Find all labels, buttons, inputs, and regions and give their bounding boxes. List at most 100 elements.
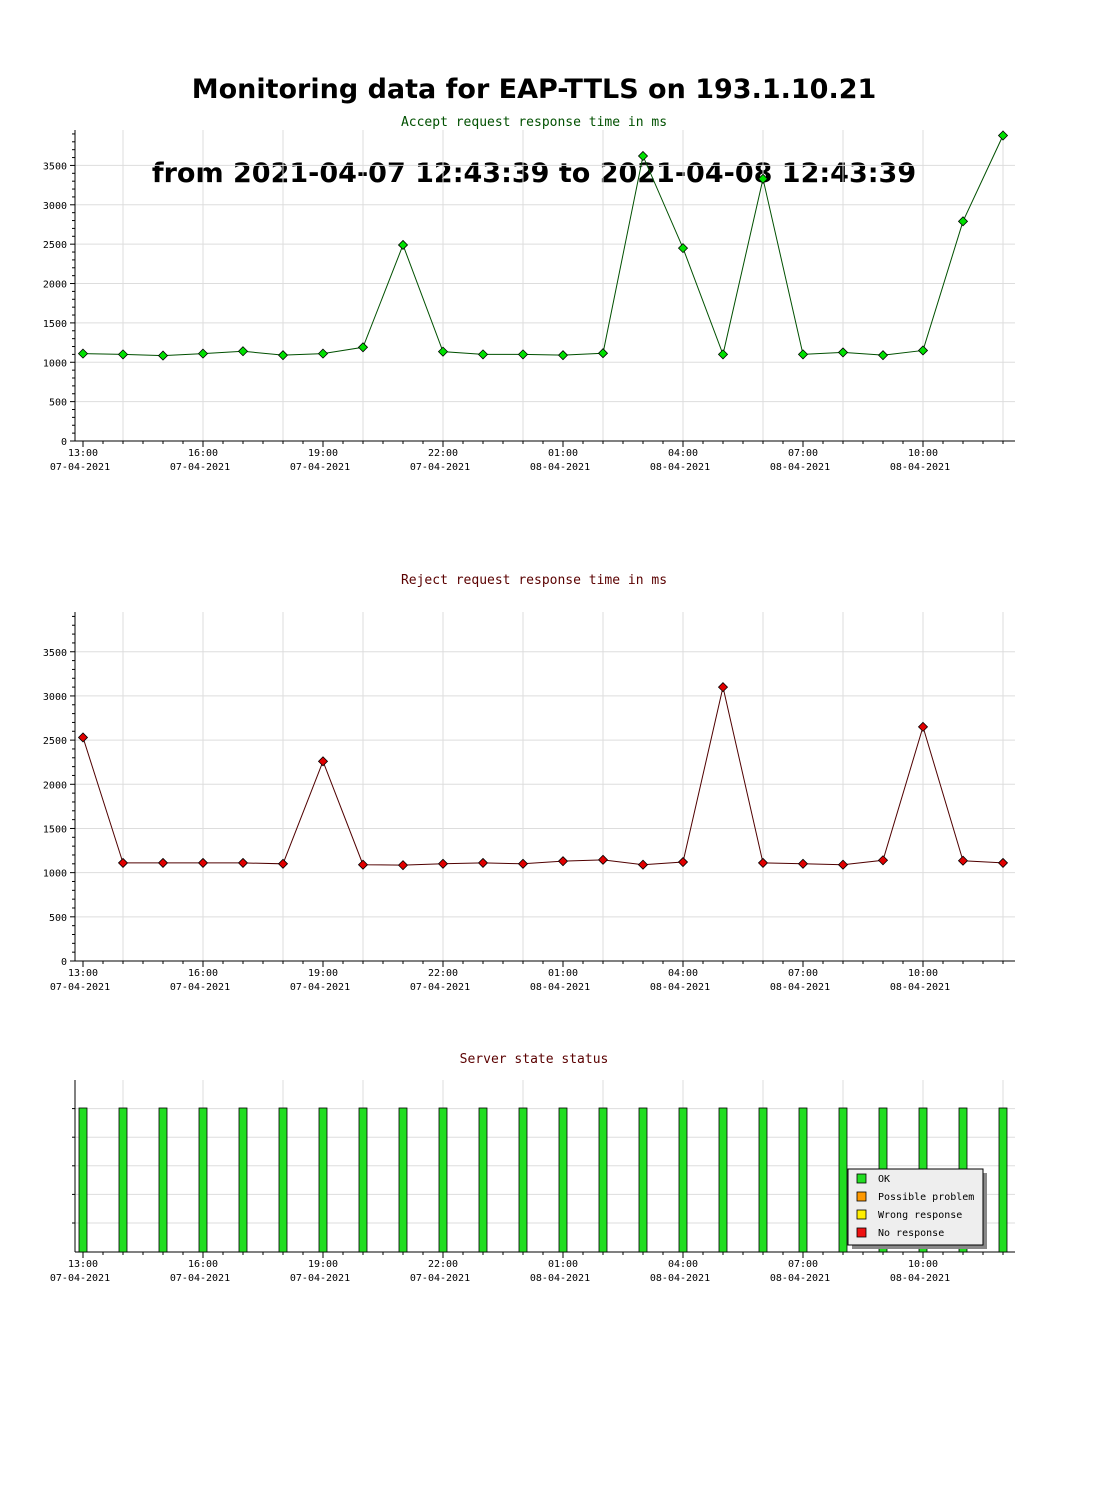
x-tick-time: 01:00 bbox=[548, 1259, 578, 1270]
data-point bbox=[157, 857, 169, 868]
status-bar bbox=[718, 1107, 728, 1253]
page-title: Monitoring data for EAP-TTLS on 193.1.10… bbox=[0, 20, 1068, 216]
data-point bbox=[597, 854, 609, 865]
x-tick-time: 13:00 bbox=[68, 1259, 98, 1270]
x-tick-time: 22:00 bbox=[428, 968, 458, 979]
title-line-1: Monitoring data for EAP-TTLS on 193.1.10… bbox=[191, 74, 877, 105]
x-tick-date: 07-04-2021 bbox=[50, 1273, 110, 1284]
y-tick-label: 500 bbox=[49, 398, 67, 409]
data-point bbox=[477, 349, 489, 360]
data-point bbox=[717, 349, 729, 360]
legend-swatch bbox=[856, 1191, 867, 1202]
x-tick-date: 07-04-2021 bbox=[290, 982, 350, 993]
data-point bbox=[597, 348, 609, 359]
chart-title: Server state status bbox=[460, 1052, 609, 1067]
y-tick-label: 3000 bbox=[43, 201, 67, 212]
series-line bbox=[82, 686, 1004, 866]
status-bar bbox=[158, 1107, 168, 1253]
y-tick-label: 2000 bbox=[43, 780, 67, 791]
data-point bbox=[637, 859, 649, 870]
x-tick-date: 07-04-2021 bbox=[170, 462, 230, 473]
data-point bbox=[117, 857, 129, 868]
series-line bbox=[82, 135, 1004, 357]
x-tick-date: 08-04-2021 bbox=[890, 982, 950, 993]
data-point bbox=[277, 858, 289, 869]
x-tick-time: 07:00 bbox=[788, 448, 818, 459]
data-point bbox=[917, 721, 929, 732]
data-point bbox=[957, 855, 969, 866]
x-tick-date: 07-04-2021 bbox=[410, 982, 470, 993]
status-bar bbox=[758, 1107, 768, 1253]
status-bar bbox=[798, 1107, 808, 1253]
server-state-chart: Server state status 13:00 07-04-2021 16:00 0… bbox=[50, 1052, 1015, 1284]
x-tick-time: 07:00 bbox=[788, 1259, 818, 1270]
x-tick-date: 08-04-2021 bbox=[530, 1273, 590, 1284]
y-tick-label: 3500 bbox=[43, 161, 67, 172]
data-point bbox=[957, 216, 969, 227]
legend-label: Wrong response bbox=[878, 1210, 962, 1221]
data-point bbox=[997, 857, 1009, 868]
data-point bbox=[557, 350, 569, 361]
data-point bbox=[837, 859, 849, 870]
status-bar bbox=[478, 1107, 488, 1253]
x-tick-date: 07-04-2021 bbox=[50, 982, 110, 993]
data-point bbox=[157, 350, 169, 361]
status-bar bbox=[198, 1107, 208, 1253]
data-point bbox=[397, 239, 409, 251]
accept-response-chart: Accept request response time in ms 0 500 10… bbox=[43, 115, 1015, 473]
x-tick-time: 10:00 bbox=[908, 1259, 938, 1270]
y-tick-label: 1500 bbox=[43, 824, 67, 835]
x-tick-date: 08-04-2021 bbox=[650, 982, 710, 993]
status-bar bbox=[998, 1107, 1008, 1253]
y-tick-label: 1000 bbox=[43, 869, 67, 880]
data-point bbox=[277, 350, 289, 361]
x-tick-time: 07:00 bbox=[788, 968, 818, 979]
data-point bbox=[317, 756, 329, 767]
x-tick-time: 22:00 bbox=[428, 448, 458, 459]
data-point bbox=[117, 349, 129, 360]
data-point bbox=[717, 682, 729, 693]
y-tick-label: 2500 bbox=[43, 736, 67, 747]
x-tick-time: 04:00 bbox=[668, 968, 698, 979]
status-bar bbox=[438, 1107, 448, 1253]
status-legend: OK Possible problem Wrong response No respo… bbox=[847, 1168, 987, 1249]
data-point bbox=[477, 857, 489, 868]
reject-response-chart: Reject request response time in ms 0 500 10… bbox=[43, 573, 1015, 993]
data-point bbox=[197, 348, 209, 359]
data-point bbox=[237, 857, 249, 868]
x-tick-date: 08-04-2021 bbox=[770, 462, 830, 473]
data-point bbox=[357, 342, 369, 353]
data-point bbox=[397, 860, 409, 871]
data-point bbox=[557, 856, 569, 867]
y-tick-label: 3000 bbox=[43, 692, 67, 703]
x-tick-time: 10:00 bbox=[908, 968, 938, 979]
x-tick-time: 01:00 bbox=[548, 448, 578, 459]
data-point bbox=[357, 859, 369, 870]
data-point bbox=[637, 150, 649, 162]
y-tick-label: 2500 bbox=[43, 240, 67, 251]
data-point bbox=[77, 732, 89, 743]
status-bar bbox=[358, 1107, 368, 1253]
x-tick-date: 07-04-2021 bbox=[290, 462, 350, 473]
status-bar bbox=[518, 1107, 528, 1253]
x-tick-date: 08-04-2021 bbox=[650, 1273, 710, 1284]
data-point bbox=[877, 350, 889, 361]
status-bar bbox=[78, 1107, 88, 1253]
x-tick-date: 08-04-2021 bbox=[890, 462, 950, 473]
x-tick-date: 07-04-2021 bbox=[170, 1273, 230, 1284]
data-point bbox=[917, 345, 929, 356]
data-point bbox=[997, 130, 1009, 141]
data-point bbox=[677, 243, 689, 254]
chart-title: Accept request response time in ms bbox=[401, 115, 667, 130]
x-tick-time: 13:00 bbox=[68, 448, 98, 459]
status-bar bbox=[238, 1107, 248, 1253]
y-tick-label: 2000 bbox=[43, 280, 67, 291]
data-point bbox=[77, 348, 89, 359]
legend-swatch bbox=[856, 1173, 867, 1184]
x-tick-date: 07-04-2021 bbox=[50, 462, 110, 473]
data-point bbox=[877, 855, 889, 866]
data-point bbox=[517, 349, 529, 360]
status-bar bbox=[318, 1107, 328, 1253]
y-tick-label: 0 bbox=[61, 957, 67, 968]
